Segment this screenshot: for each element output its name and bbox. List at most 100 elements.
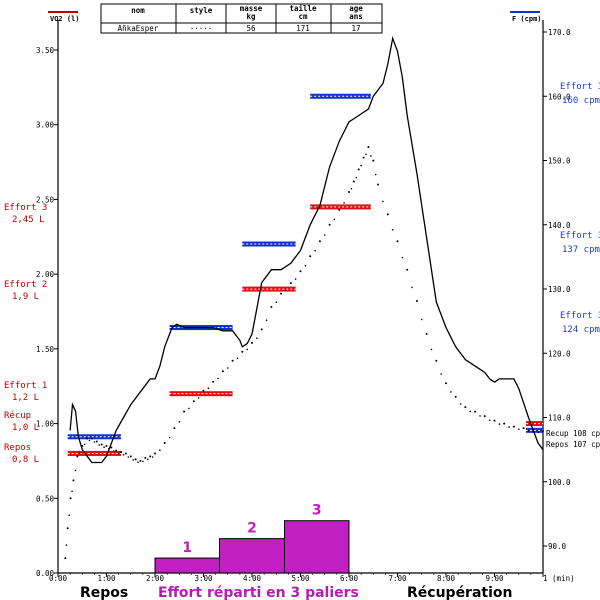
series-vo2-point — [338, 208, 341, 211]
left-annotation-0: Effort 3 — [4, 203, 47, 213]
level-left-effort-2 — [242, 286, 296, 292]
table-header-1: style — [190, 6, 213, 15]
series-vo2-point — [365, 153, 367, 156]
series-vo2-point — [137, 461, 139, 464]
series-vo2-point — [370, 155, 372, 157]
right-tick-label: 120.0 — [548, 349, 571, 358]
x-tick-label: 1:00 — [97, 574, 116, 583]
left-tick-label: 0.00 — [36, 569, 55, 578]
series-vo2-point — [88, 439, 91, 442]
series-vo2-point — [251, 341, 253, 344]
table-cell-3: 171 — [296, 24, 310, 33]
series-vo2-point — [425, 332, 428, 335]
series-vo2-point — [93, 441, 96, 443]
series-vo2-point — [537, 431, 539, 434]
phase-label-repos: Repos — [80, 585, 128, 600]
table-cell-0: AñkaEsper — [118, 24, 159, 33]
right-annotation-1: Effort 3 — [560, 231, 600, 241]
series-vo2-point — [522, 427, 525, 430]
series-vo2-point — [139, 459, 142, 462]
series-vo2-point — [227, 367, 229, 369]
series-vo2-point — [100, 443, 103, 446]
series-vo2-point — [421, 318, 423, 321]
series-vo2-point — [146, 458, 149, 461]
palier-label-3: 3 — [312, 503, 322, 519]
series-vo2-point — [367, 146, 370, 149]
series-vo2-point — [309, 255, 312, 258]
series-vo2-point — [151, 456, 154, 458]
series-vo2-point — [69, 497, 72, 500]
series-vo2-point — [212, 380, 215, 383]
series-vo2-point — [445, 382, 447, 385]
series-vo2-point — [197, 397, 200, 399]
series-vo2-point — [72, 479, 75, 482]
series-vo2-point — [134, 458, 137, 461]
left-tick-label: 1.50 — [36, 345, 55, 354]
palier-label-2: 2 — [247, 521, 257, 537]
series-vo2-point — [217, 377, 219, 380]
series-vo2-point — [318, 240, 321, 243]
right-annotation-2: Effort 3 — [560, 311, 600, 321]
series-vo2-point — [81, 445, 84, 447]
x-tick-label: 6:00 — [340, 574, 359, 583]
series-vo2-point — [333, 218, 336, 221]
left-tick-label: 1.00 — [36, 420, 55, 429]
table-header-4: ans — [349, 12, 363, 21]
series-vo2-point — [120, 451, 123, 453]
left-annotation-value-2: 1,2 L — [12, 393, 39, 403]
series-vo2-point — [382, 200, 384, 203]
series-vo2-point — [144, 456, 147, 459]
series-vo2-point — [65, 544, 68, 546]
plot-frame: VO2 (l) F (cpm) — [48, 11, 544, 574]
series-vo2-point — [374, 173, 377, 176]
right-annotation-value-0: 160 cpm — [562, 96, 600, 106]
table-cell-1: ····· — [190, 24, 213, 33]
series-vo2-point — [435, 359, 438, 362]
series-vo2-point — [86, 437, 89, 440]
phase-label-effort: Effort réparti en 3 paliers — [158, 585, 359, 600]
series-vo2-point — [503, 422, 506, 425]
table-header-3: taille — [289, 4, 317, 13]
x-tick-label: 4:00 — [243, 574, 262, 583]
right-annotation-0: Effort 3 — [560, 82, 600, 92]
series-vo2-point — [76, 455, 79, 458]
series-vo2-point — [110, 446, 113, 449]
series-vo2-point — [74, 469, 77, 472]
series-vo2-point — [483, 415, 486, 418]
right-annotation-value-1: 137 cpm — [562, 245, 600, 255]
right-annotation-repos: Repos 107 cpm — [546, 440, 600, 449]
series-vo2-point — [527, 430, 530, 432]
series-vo2-point — [265, 319, 268, 322]
series-vo2-point — [71, 490, 73, 493]
series-vo2-point — [518, 428, 520, 431]
series-vo2-point — [360, 164, 362, 167]
x-tick-label: 2:00 — [146, 574, 165, 583]
series-vo2-point — [396, 240, 399, 243]
series-vo2-point — [124, 452, 127, 455]
series-vo2-point — [415, 300, 418, 302]
table-header-0: nom — [131, 6, 145, 15]
right-tick-label: 130.0 — [548, 285, 571, 294]
series-vo2-point — [236, 357, 239, 360]
series-vo2-point — [406, 268, 409, 271]
series-fc-line — [69, 35, 544, 464]
phase-label-recuperation: Récupération — [407, 585, 513, 600]
series-vo2-point — [122, 453, 125, 456]
series-vo2-point — [454, 395, 457, 398]
series-vo2-point — [386, 213, 389, 216]
series-vo2-point — [260, 328, 263, 331]
table-header-4: age — [349, 4, 363, 13]
series-vo2-point — [270, 306, 273, 308]
series-vo2-point — [207, 387, 210, 390]
level-right-effort-2 — [242, 241, 296, 247]
series-vo2-point — [459, 403, 462, 405]
series-vo2-point — [64, 557, 67, 560]
series-vo2-point — [154, 452, 156, 455]
series-vo2-point — [98, 444, 100, 446]
level-left-effort-1 — [169, 391, 233, 397]
series-vo2-point — [183, 410, 186, 413]
series-vo2-point — [231, 359, 234, 362]
level-left-effort-3 — [310, 204, 371, 210]
left-annotation-value-0: 2,45 L — [12, 215, 45, 225]
